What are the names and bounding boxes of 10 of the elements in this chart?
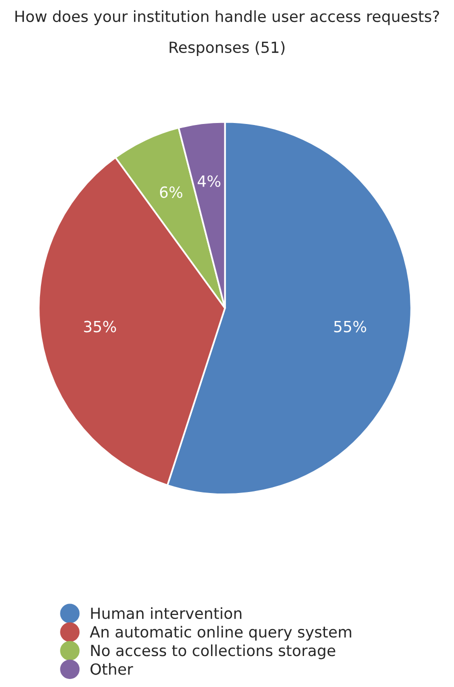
chart-title: How does your institution handle user access requests? [15,10,440,26]
data-label: 55% [334,320,366,332]
data-label: 6% [160,186,182,198]
data-label: 4% [198,175,220,187]
legend-label: An automatic online query system [90,626,352,641]
chart-subtitle: Responses (51) [170,41,284,56]
data-label: 35% [84,320,116,332]
legend-label: Other [90,663,134,675]
legend-label: Human intervention [91,607,242,620]
legend-label: No access to collections storage [91,644,336,660]
